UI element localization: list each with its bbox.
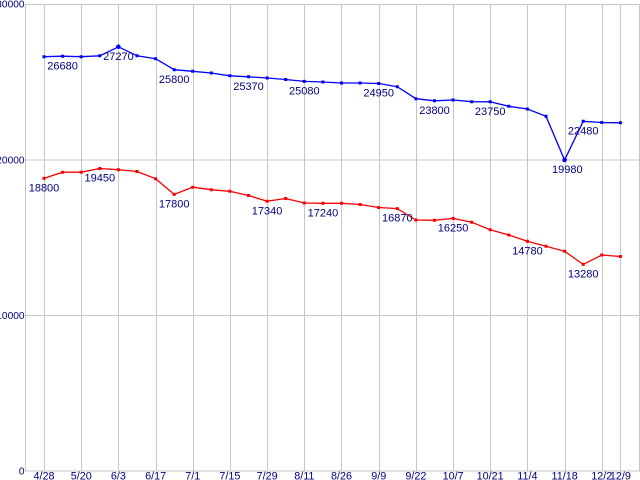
svg-text:7/29: 7/29 [257,471,278,480]
svg-text:5/20: 5/20 [71,471,92,480]
svg-text:16250: 16250 [438,223,469,235]
svg-text:17240: 17240 [308,207,339,219]
svg-text:24950: 24950 [363,88,394,100]
svg-text:30000: 30000 [0,0,25,11]
svg-text:25800: 25800 [159,74,190,86]
svg-text:10/7: 10/7 [443,471,464,480]
svg-text:17340: 17340 [252,205,283,217]
svg-text:20000: 20000 [0,155,25,166]
svg-text:17800: 17800 [159,199,190,211]
svg-text:6/17: 6/17 [145,471,166,480]
svg-text:7/1: 7/1 [185,471,200,480]
svg-text:0: 0 [19,467,25,478]
svg-text:14780: 14780 [512,245,543,257]
svg-text:25370: 25370 [233,81,264,93]
svg-text:8/11: 8/11 [294,471,314,480]
svg-text:12/2: 12/2 [591,471,612,480]
svg-text:19450: 19450 [85,173,116,185]
svg-text:27270: 27270 [103,51,134,63]
svg-text:23800: 23800 [419,105,450,117]
svg-text:13280: 13280 [568,269,599,281]
svg-text:7/15: 7/15 [219,471,240,480]
svg-text:16870: 16870 [382,213,413,225]
svg-text:23750: 23750 [475,106,506,118]
svg-text:10/21: 10/21 [477,471,504,480]
svg-text:9/9: 9/9 [371,471,386,480]
svg-text:18800: 18800 [29,183,60,195]
svg-text:9/22: 9/22 [405,471,426,480]
svg-text:6/3: 6/3 [111,471,126,480]
svg-text:22480: 22480 [568,125,599,137]
svg-text:11/18: 11/18 [551,471,577,480]
svg-text:8/26: 8/26 [331,471,352,480]
svg-text:12/9: 12/9 [610,471,631,480]
svg-text:25080: 25080 [289,86,320,98]
svg-text:19980: 19980 [552,164,583,176]
svg-text:10000: 10000 [0,311,25,322]
svg-text:26680: 26680 [47,60,78,72]
svg-text:11/4: 11/4 [517,471,537,480]
svg-text:4/28: 4/28 [33,471,54,480]
